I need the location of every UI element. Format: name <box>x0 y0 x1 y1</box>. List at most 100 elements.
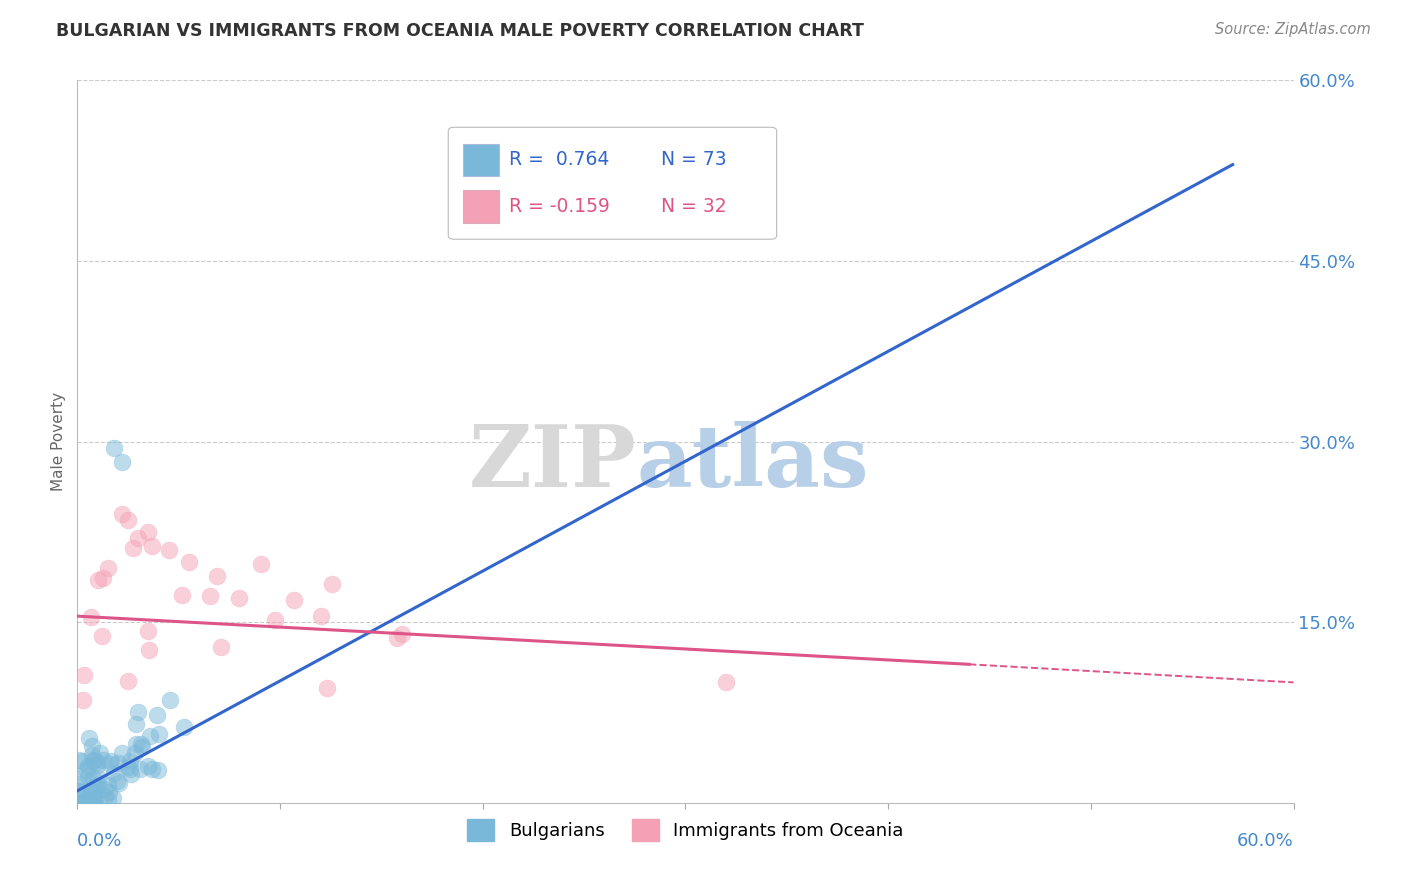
Point <box>141 762 163 776</box>
Point <box>127 705 149 719</box>
Point <box>86 758 108 772</box>
Point <box>98 756 121 771</box>
Point <box>73 795 96 809</box>
Point <box>136 624 159 639</box>
Text: 0.0%: 0.0% <box>77 831 122 850</box>
Point <box>87 771 110 785</box>
FancyBboxPatch shape <box>449 128 776 239</box>
Point <box>76 795 98 809</box>
Point <box>77 758 100 772</box>
Point <box>83 753 105 767</box>
Point <box>67 776 90 790</box>
Text: N = 73: N = 73 <box>661 150 727 169</box>
Point <box>159 692 181 706</box>
Point <box>141 539 163 553</box>
Point <box>80 786 103 800</box>
Text: BULGARIAN VS IMMIGRANTS FROM OCEANIA MALE POVERTY CORRELATION CHART: BULGARIAN VS IMMIGRANTS FROM OCEANIA MAL… <box>56 22 865 40</box>
Point <box>76 795 98 809</box>
Text: N = 32: N = 32 <box>661 197 727 216</box>
Point <box>103 441 125 455</box>
Point <box>125 737 148 751</box>
Point <box>82 755 104 769</box>
Text: Source: ZipAtlas.com: Source: ZipAtlas.com <box>1215 22 1371 37</box>
Point <box>207 569 229 583</box>
Bar <box>463 144 499 176</box>
Point <box>138 643 160 657</box>
Point <box>139 729 162 743</box>
Text: R = -0.159: R = -0.159 <box>509 197 610 216</box>
Point <box>111 507 134 521</box>
Point <box>83 795 105 809</box>
Point <box>129 738 152 752</box>
Point <box>72 795 94 809</box>
Point <box>67 783 90 797</box>
Point <box>117 760 139 774</box>
Point <box>97 785 120 799</box>
Point <box>122 541 145 556</box>
Point <box>145 707 167 722</box>
Point <box>309 609 332 624</box>
Point <box>170 588 193 602</box>
Point <box>131 739 153 754</box>
Point <box>148 727 170 741</box>
Point <box>200 590 222 604</box>
Point <box>77 795 100 809</box>
Point <box>72 692 94 706</box>
Point <box>103 766 125 780</box>
Point <box>86 573 108 587</box>
Point <box>67 795 90 809</box>
Point <box>97 793 120 807</box>
Point <box>73 667 96 681</box>
Point <box>321 577 343 591</box>
Point <box>82 795 104 809</box>
Point <box>77 795 100 809</box>
Point <box>105 774 128 789</box>
Point <box>120 754 142 768</box>
Point <box>94 789 117 804</box>
Text: R =  0.764: R = 0.764 <box>509 150 609 169</box>
Point <box>173 720 195 734</box>
Point <box>136 759 159 773</box>
Point <box>83 795 105 809</box>
Point <box>101 791 124 805</box>
Point <box>79 609 101 624</box>
Point <box>75 795 97 809</box>
Point <box>77 769 100 783</box>
Point <box>124 746 146 760</box>
Point <box>100 755 122 769</box>
Text: ZIP: ZIP <box>470 421 637 505</box>
Point <box>93 782 115 797</box>
Point <box>107 776 129 790</box>
Point <box>110 746 132 760</box>
Point <box>77 731 100 746</box>
Point <box>107 756 129 770</box>
Point <box>93 753 115 767</box>
Point <box>73 789 96 804</box>
Legend: Bulgarians, Immigrants from Oceania: Bulgarians, Immigrants from Oceania <box>460 812 911 848</box>
Point <box>391 627 413 641</box>
Point <box>82 784 104 798</box>
Point <box>146 764 169 778</box>
Point <box>80 747 103 762</box>
Point <box>283 593 305 607</box>
Point <box>228 591 250 605</box>
Bar <box>463 191 499 223</box>
Point <box>111 455 134 469</box>
Point <box>264 613 287 627</box>
Text: atlas: atlas <box>637 421 869 505</box>
Point <box>124 717 146 731</box>
Point <box>209 640 232 655</box>
Point <box>250 557 273 571</box>
Text: 60.0%: 60.0% <box>1237 831 1294 850</box>
Point <box>89 747 111 761</box>
Point <box>157 542 180 557</box>
Point <box>91 571 114 585</box>
Point <box>72 754 94 768</box>
Point <box>120 767 142 781</box>
Point <box>84 780 107 794</box>
Y-axis label: Male Poverty: Male Poverty <box>51 392 66 491</box>
Point <box>117 674 139 689</box>
Point <box>118 762 141 776</box>
Point <box>70 770 93 784</box>
Point <box>80 739 103 753</box>
